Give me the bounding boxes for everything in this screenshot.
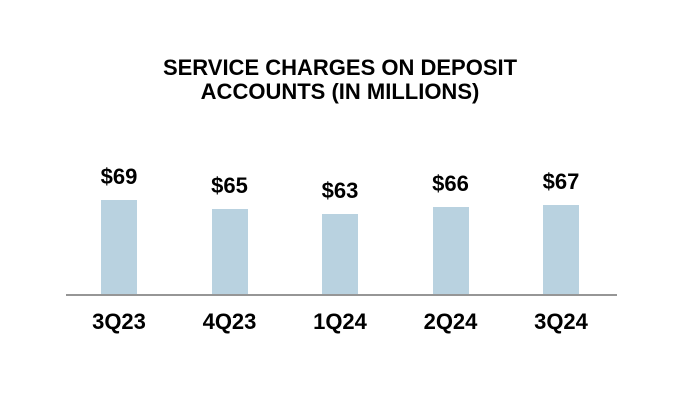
bar-value-label: $65 [211,173,248,198]
bar-1Q24 [322,214,358,296]
x-axis-tick-label: 1Q24 [313,309,367,334]
x-axis-tick-label: 3Q23 [92,309,146,334]
bar-value-label: $66 [432,171,469,196]
bar-2Q24 [432,207,469,296]
x-axis-tick-label: 2Q24 [423,309,478,334]
chart-title: SERVICE CHARGES ON DEPOSIT ACCOUNTS (IN … [162,55,518,104]
x-axis-tick-label: 3Q24 [534,309,588,334]
x-axis-line [66,294,617,296]
bar-3Q23 [101,200,137,296]
bar-3Q24 [543,205,579,296]
bar-4Q23 [211,209,248,296]
x-axis-tick-label: 4Q23 [202,309,257,334]
bar-value-label: $63 [321,178,359,203]
bar-value-label: $69 [100,164,138,189]
bar-value-label: $67 [542,169,580,194]
